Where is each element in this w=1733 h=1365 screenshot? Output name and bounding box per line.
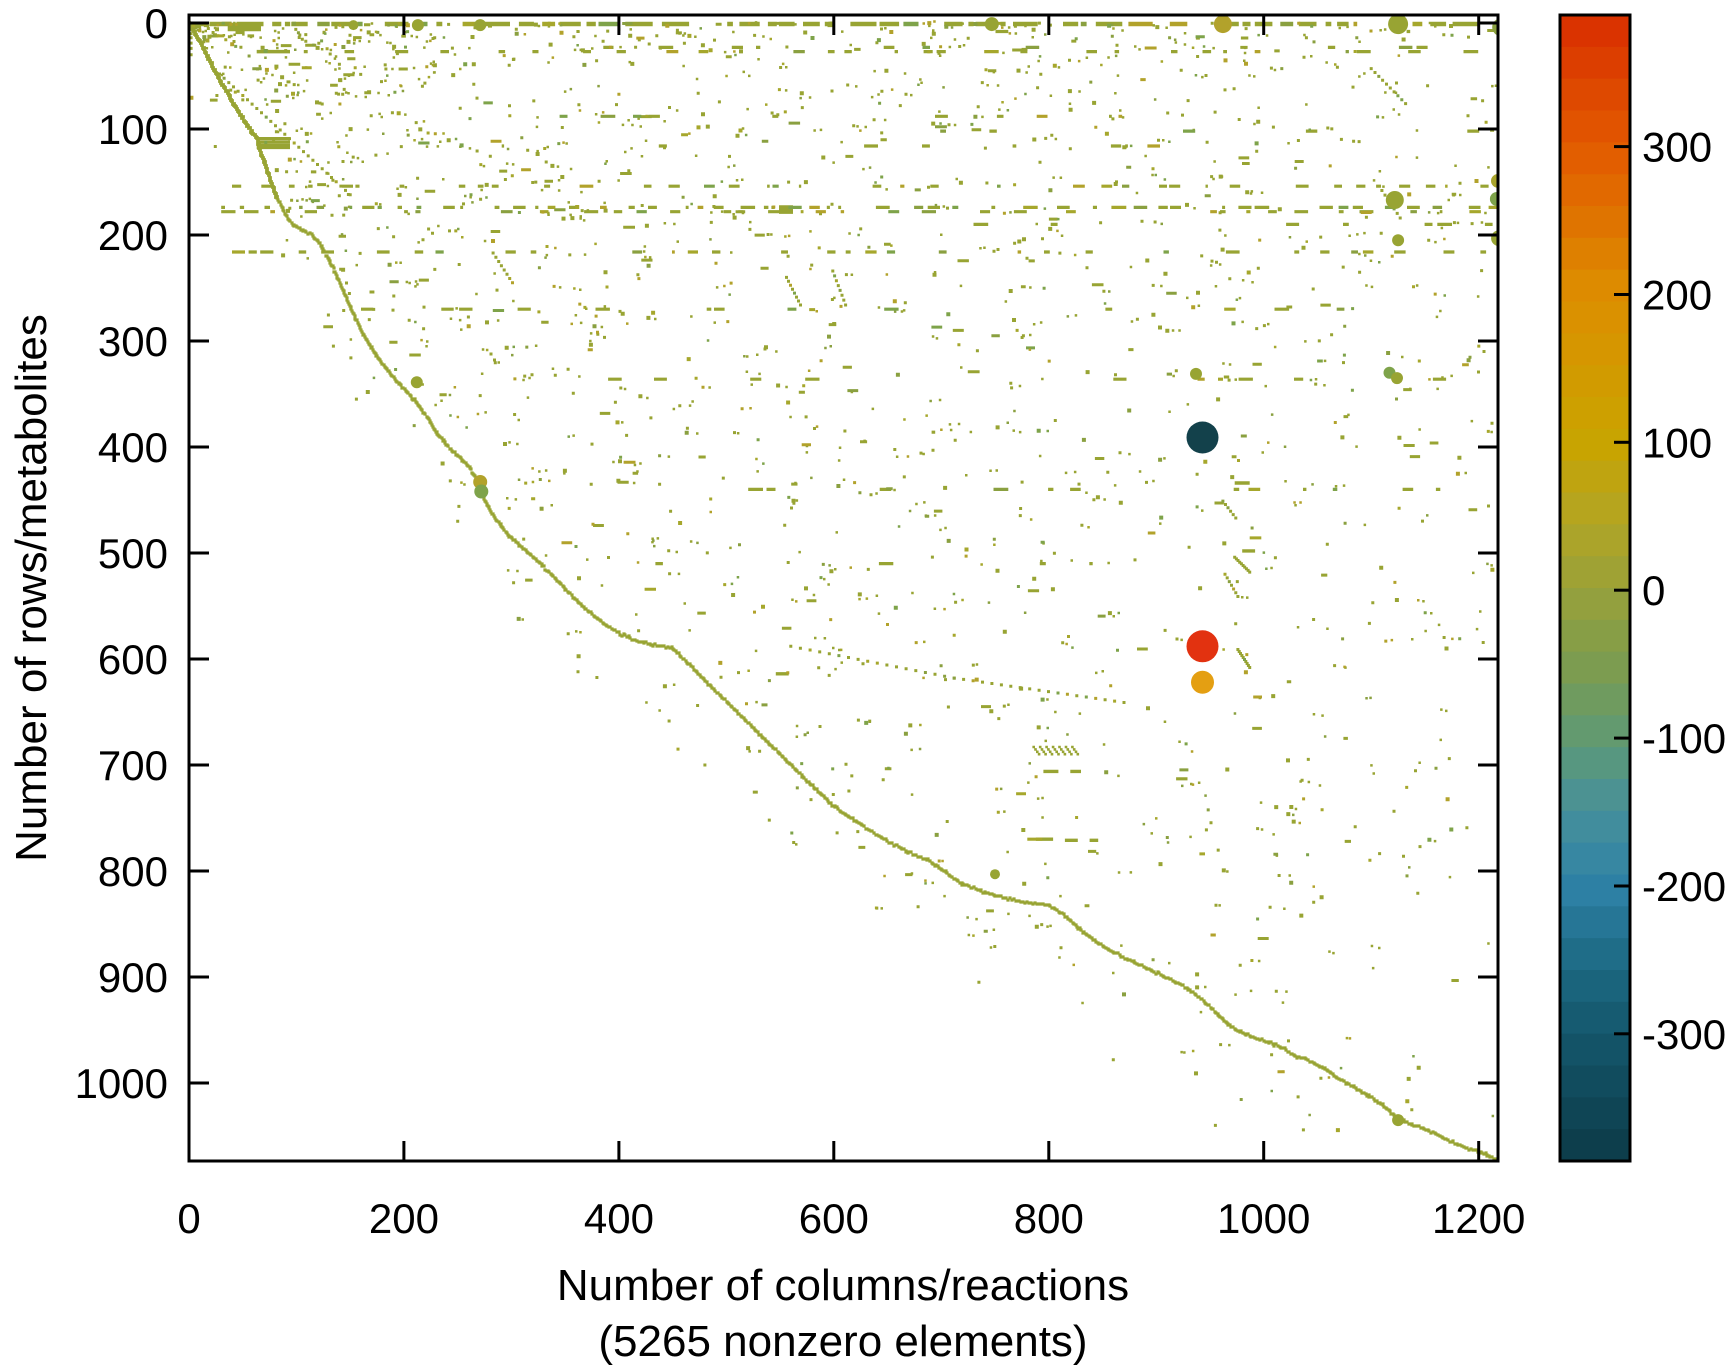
x-axis-label: Number of columns/reactions bbox=[557, 1261, 1129, 1310]
medium-dot bbox=[1489, 192, 1497, 206]
colorbar-band bbox=[1560, 779, 1630, 812]
colorbar-band bbox=[1560, 524, 1630, 557]
colorbar-band bbox=[1560, 619, 1630, 653]
notable-dot-1 bbox=[1186, 630, 1219, 663]
medium-dots bbox=[348, 16, 1497, 1127]
colorbar-band bbox=[1560, 15, 1630, 48]
colorbar-band bbox=[1560, 810, 1630, 844]
colorbar-band bbox=[1560, 492, 1630, 525]
colorbar-band bbox=[1560, 1001, 1630, 1035]
plot-border bbox=[187, 13, 1500, 1163]
medium-dot bbox=[1491, 173, 1497, 188]
colorbar-band bbox=[1560, 397, 1630, 430]
colorbar-tick-label: 300 bbox=[1642, 124, 1712, 171]
medium-dot bbox=[1385, 191, 1404, 209]
scatter-marks bbox=[190, 20, 1479, 1079]
medium-dot bbox=[1190, 367, 1202, 380]
colorbar-band bbox=[1560, 556, 1630, 589]
colorbar-band bbox=[1560, 174, 1630, 207]
colorbar-band bbox=[1560, 842, 1630, 876]
colorbar-band bbox=[1560, 237, 1630, 271]
medium-dot bbox=[990, 869, 1000, 880]
colorbar-tick-label: -100 bbox=[1642, 715, 1726, 762]
y-tick-label: 900 bbox=[98, 954, 168, 1001]
x-tick-label: 1000 bbox=[1217, 1195, 1310, 1242]
x-tick-label: 1200 bbox=[1432, 1195, 1525, 1242]
axes: 0 200 400 600 800 1000 1200 0 100 200 300 400 500 600… bbox=[75, 0, 1526, 1242]
x-tick-label: 800 bbox=[1014, 1195, 1084, 1242]
x-axis-label-note: (5265 nonzero elements) bbox=[598, 1317, 1087, 1365]
notable-dot-2 bbox=[1191, 670, 1214, 694]
medium-dot bbox=[411, 19, 424, 32]
colorbar-band bbox=[1560, 301, 1630, 334]
y-tick-label: 800 bbox=[98, 848, 168, 895]
medium-dot bbox=[474, 19, 487, 32]
medium-dot bbox=[1492, 19, 1497, 36]
colorbar-band bbox=[1560, 651, 1630, 685]
colorbar-tick-label: -300 bbox=[1642, 1011, 1726, 1058]
colorbar-band bbox=[1560, 460, 1630, 494]
medium-dot bbox=[410, 376, 423, 389]
colorbar-band bbox=[1560, 1097, 1630, 1130]
x-tick-label: 0 bbox=[177, 1195, 200, 1242]
colorbar-band bbox=[1560, 1033, 1630, 1067]
y-tick-label: 700 bbox=[98, 742, 168, 789]
colorbar-tick-label: 100 bbox=[1642, 419, 1712, 466]
colorbar-frame bbox=[1558, 13, 1632, 1163]
y-tick-label: 500 bbox=[98, 530, 168, 577]
colorbar-band bbox=[1560, 970, 1630, 1003]
colorbar-band bbox=[1560, 78, 1630, 112]
medium-dot bbox=[1392, 1114, 1405, 1127]
y-tick-label: 600 bbox=[98, 636, 168, 683]
colorbar-band bbox=[1560, 874, 1630, 907]
y-tick-label: 400 bbox=[98, 424, 168, 471]
colorbar-band bbox=[1560, 206, 1630, 239]
medium-dot bbox=[1391, 372, 1403, 385]
colorbar-band bbox=[1560, 747, 1630, 780]
colorbar-tick-label: -200 bbox=[1642, 863, 1726, 910]
medium-dot bbox=[1392, 234, 1405, 247]
colorbar-band bbox=[1560, 715, 1630, 748]
scatter-marks bbox=[190, 21, 1497, 1160]
x-tick-label: 200 bbox=[369, 1195, 439, 1242]
colorbar-band bbox=[1560, 365, 1630, 398]
scatter-marks bbox=[192, 21, 1497, 1133]
y-tick-label: 100 bbox=[98, 106, 168, 153]
medium-dot bbox=[474, 484, 489, 499]
colorbar-tick-label: 0 bbox=[1642, 567, 1665, 614]
colorbar-band bbox=[1560, 333, 1630, 366]
scatter-marks bbox=[194, 21, 1462, 1093]
colorbar-band bbox=[1560, 269, 1630, 303]
y-tick-label: 300 bbox=[98, 318, 168, 365]
colorbar-tick-label: 200 bbox=[1642, 272, 1712, 319]
colorbar-band bbox=[1560, 588, 1630, 621]
y-tick-label: 0 bbox=[145, 0, 168, 47]
y-tick-label: 200 bbox=[98, 212, 168, 259]
colorbar-band bbox=[1560, 428, 1630, 462]
x-tick-label: 400 bbox=[584, 1195, 654, 1242]
colorbar-band bbox=[1560, 683, 1630, 716]
colorbar-band bbox=[1560, 110, 1630, 143]
colorbar-band bbox=[1560, 938, 1630, 971]
medium-dot bbox=[348, 20, 359, 31]
colorbar: 300 200 100 0 -100 -200 -300 bbox=[1558, 13, 1726, 1163]
scatter-marks bbox=[191, 21, 1495, 1118]
x-tick-label: 600 bbox=[799, 1195, 869, 1242]
medium-dot bbox=[1213, 16, 1232, 34]
colorbar-band bbox=[1560, 1129, 1630, 1162]
colorbar-band bbox=[1560, 46, 1630, 80]
scatter-points bbox=[190, 20, 1497, 1160]
medium-dot bbox=[1388, 16, 1409, 35]
colorbar-band bbox=[1560, 906, 1630, 939]
medium-dot bbox=[984, 17, 999, 32]
notable-dots bbox=[1186, 421, 1219, 694]
notable-dot-0 bbox=[1186, 421, 1219, 454]
y-axis-label: Number of rows/metabolites bbox=[7, 314, 56, 862]
y-tick-label: 1000 bbox=[75, 1060, 168, 1107]
colorbar-band bbox=[1560, 1065, 1630, 1098]
